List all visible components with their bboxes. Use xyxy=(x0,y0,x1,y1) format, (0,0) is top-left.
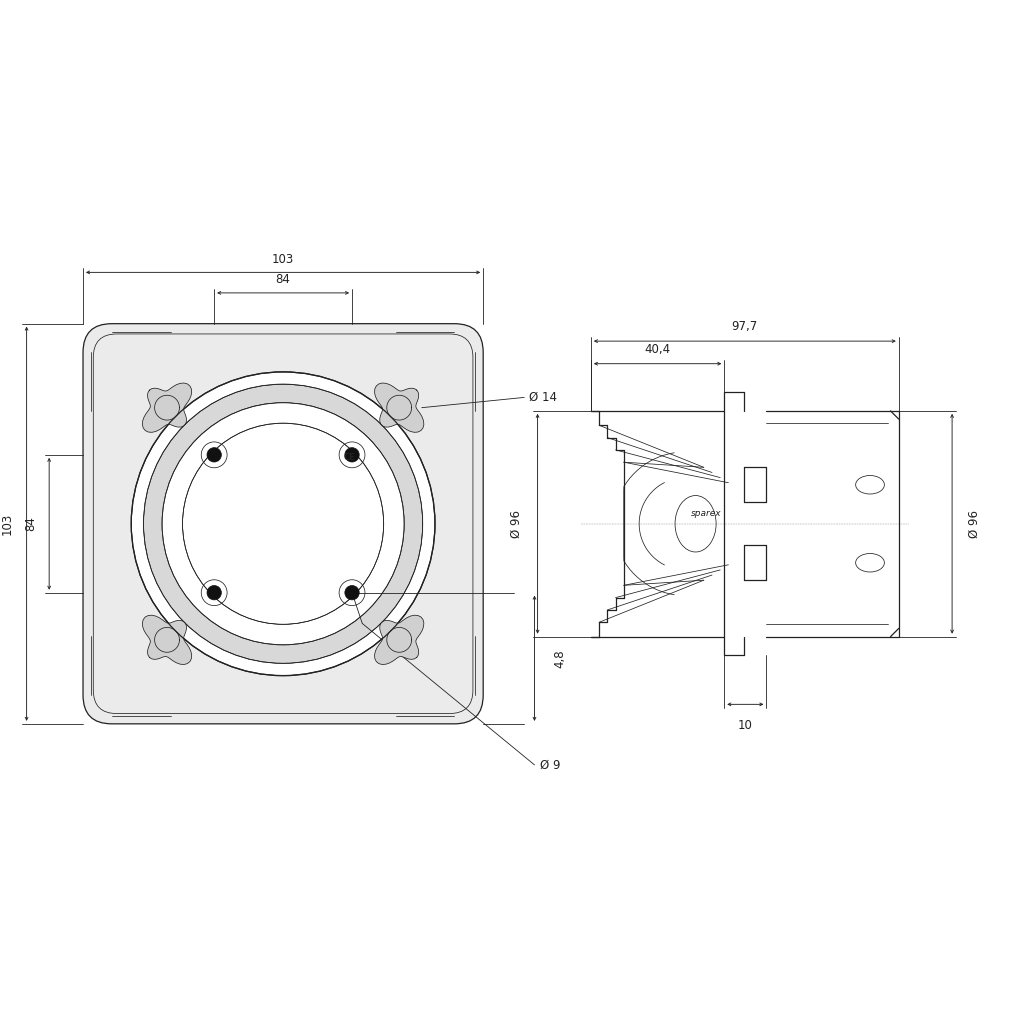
Text: Ø 96: Ø 96 xyxy=(967,509,981,538)
FancyBboxPatch shape xyxy=(83,324,483,724)
Text: 97,7: 97,7 xyxy=(731,320,758,333)
Polygon shape xyxy=(375,615,424,664)
Circle shape xyxy=(345,448,359,462)
Text: Ø 14: Ø 14 xyxy=(529,391,558,404)
Text: CE: CE xyxy=(344,453,355,461)
Circle shape xyxy=(207,585,222,600)
Polygon shape xyxy=(375,383,424,432)
Text: 103: 103 xyxy=(272,253,294,266)
Text: Ø 96: Ø 96 xyxy=(510,509,523,538)
Circle shape xyxy=(207,448,222,462)
Polygon shape xyxy=(143,615,192,664)
Text: 84: 84 xyxy=(24,517,37,531)
Polygon shape xyxy=(143,383,192,432)
Text: Ø 9: Ø 9 xyxy=(539,758,560,771)
Text: 103: 103 xyxy=(0,512,13,535)
Circle shape xyxy=(131,372,435,676)
Text: sparex: sparex xyxy=(690,509,721,518)
Text: 40,4: 40,4 xyxy=(645,343,671,355)
Text: 84: 84 xyxy=(275,273,291,287)
Text: 4,8: 4,8 xyxy=(553,649,566,668)
Circle shape xyxy=(345,585,359,600)
Text: 10: 10 xyxy=(738,719,753,731)
